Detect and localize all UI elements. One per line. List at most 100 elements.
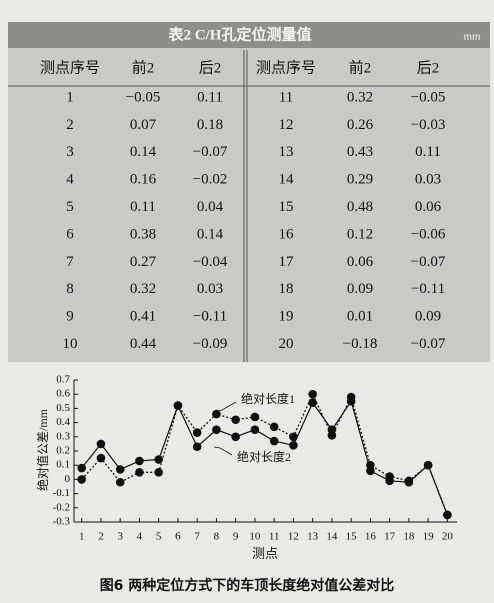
table-cell: 9 [66,309,74,325]
table-cell: 0.18 [197,117,223,133]
x-tick-label: 9 [233,531,239,543]
table-cell: 0.43 [347,144,373,160]
table-cell: 0.09 [415,309,441,325]
y-tick-label: 0.1 [56,459,70,471]
x-tick-label: 2 [98,531,104,543]
x-tick-label: 12 [288,531,299,543]
data-point [423,460,433,470]
table-cell: 0.14 [197,226,224,242]
table-unit: mm [463,31,481,43]
table-title: 表2 C/H孔定位测量值 [169,25,312,43]
table-cell: 19 [279,309,294,325]
caption: 图6 两种定位方式下的车顶长度绝对值公差对比 [100,577,395,594]
data-point [212,409,221,419]
data-point [173,401,183,410]
x-axis-label: 测点 [252,546,278,561]
table-cell: 0.01 [347,309,373,325]
table-cell: 16 [279,226,295,242]
data-point [154,455,163,464]
data-point [77,475,86,484]
table-cell: −0.05 [411,89,446,105]
data-point [96,439,106,449]
table-cell: 5 [66,199,74,215]
table-cell: 10 [63,336,78,352]
data-point [212,425,221,435]
table-cell: 0.03 [197,281,223,297]
x-tick-label: 19 [423,531,435,543]
table-cell: 17 [279,254,295,270]
series-label: 绝对长度1 [241,391,295,406]
table-cell: −0.07 [411,336,446,352]
table-cell: 0.48 [347,199,373,215]
column-header: 前2 [132,59,155,76]
data-point [269,436,279,446]
table-cell: 6 [66,226,74,242]
data-point [115,465,125,474]
table-cell: 12 [279,117,294,133]
y-tick-label: 0.6 [56,388,70,400]
data-point [346,397,356,406]
column-header: 前2 [349,59,372,76]
table-cell: 0.04 [197,199,224,215]
x-tick-label: 16 [365,531,377,543]
table-cell: 20 [279,336,294,352]
data-point [404,477,414,487]
table-header-bar [8,22,490,48]
table-cell: 0.03 [415,172,441,188]
x-tick-label: 18 [403,531,415,543]
x-tick-label: 4 [137,531,143,543]
y-axis-label: 绝对值公差/mm [35,408,50,491]
table-cell: 4 [66,172,74,188]
table-cell: −0.04 [193,254,228,270]
data-point [385,476,394,486]
data-point [366,466,375,476]
table-cell: 0.27 [130,254,157,270]
data-point [250,425,260,435]
x-tick-label: 15 [346,531,358,543]
table-cell: −0.11 [411,281,445,297]
data-point [289,432,298,442]
column-header: 测点序号 [256,59,316,76]
column-header: 测点序号 [40,59,100,76]
data-point [192,442,202,452]
table-cell: −0.06 [411,226,446,242]
data-point [77,463,86,473]
x-tick-label: 3 [117,531,123,543]
y-tick-label: 0.3 [56,430,70,442]
x-tick-label: 7 [194,531,200,543]
table-cell: 0.16 [130,172,157,188]
data-point [289,441,298,450]
table-cell: −0.18 [343,336,378,352]
table-cell: 0.41 [130,309,156,325]
table-cell: 0.12 [347,226,373,242]
x-tick-label: 13 [307,531,319,543]
data-point [231,415,240,425]
table-cell: 15 [279,199,294,215]
leader-line [213,446,233,456]
x-tick-label: 10 [249,531,261,543]
data-point [192,428,202,437]
table-cell: −0.03 [411,117,446,133]
table-cell: 0.06 [415,199,442,215]
table-cell: −0.09 [193,336,228,352]
table-cell: 0.26 [347,117,374,133]
y-tick-label: 0.2 [56,445,70,457]
table-cell: 11 [279,89,293,105]
table-cell: 13 [279,144,294,160]
table-cell: 14 [279,172,295,188]
table-cell: 0.06 [347,254,374,270]
y-tick-label: 0.5 [56,402,70,414]
column-header: 后2 [199,59,222,76]
x-tick-label: 8 [214,531,220,543]
data-point [443,510,452,520]
x-tick-label: 1 [79,531,85,543]
data-point [231,432,240,442]
table-cell: 0.11 [415,144,441,160]
x-tick-label: 14 [326,531,338,543]
x-tick-label: 5 [156,531,162,543]
table-cell: −0.11 [193,309,227,325]
series-label: 绝对长度2 [237,449,291,464]
data-point [135,468,144,477]
y-tick-label: 0.4 [56,416,70,428]
x-tick-label: 20 [442,531,454,543]
